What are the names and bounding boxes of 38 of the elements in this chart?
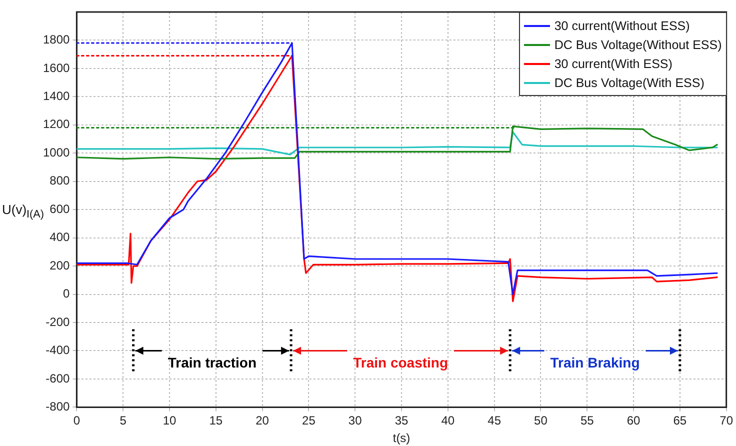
y-tick-label: 1000 — [42, 145, 70, 160]
x-tick-label: 70 — [720, 414, 734, 428]
x-tick-label: 10 — [162, 414, 176, 428]
x-tick-label: 50 — [534, 414, 548, 428]
y-axis-title: U(v)$_{I(A)}$ — [2, 202, 44, 220]
x-tick-label: 65 — [673, 414, 687, 428]
y-tick-label: 1600 — [42, 60, 70, 75]
x-tick-label: 15 — [209, 414, 223, 428]
x-tick-label: 45 — [488, 414, 502, 428]
x-axis-title: t(s) — [392, 431, 410, 446]
x-tick-label: 25 — [302, 414, 316, 428]
y-tick-label: 600 — [50, 202, 70, 216]
y-tick-label: 1800 — [42, 32, 70, 47]
annotation: Train traction — [168, 354, 257, 371]
y-tick-label: -200 — [46, 314, 70, 329]
annotation: Train Braking — [550, 354, 640, 371]
legend-label: DC Bus Voltage(Without ESS) — [554, 38, 722, 52]
y-tick-label: 200 — [50, 258, 70, 272]
x-tick-label: 20 — [256, 414, 270, 428]
legend-label: DC Bus Voltage(With ESS) — [554, 76, 704, 90]
x-tick-label: 55 — [580, 414, 594, 428]
y-tick-label: 0 — [63, 286, 70, 301]
x-tick-label: 5 — [120, 414, 127, 428]
y-tick-label: 1200 — [42, 117, 70, 132]
annotation: Train coasting — [353, 354, 448, 371]
y-tick-label: -400 — [46, 343, 70, 358]
y-tick-label: 1400 — [42, 89, 70, 103]
x-tick-label: 40 — [441, 414, 455, 428]
x-tick-label: 35 — [394, 414, 409, 428]
x-tick-label: 30 — [348, 414, 362, 428]
legend-label: 30 current(Without ESS) — [554, 18, 690, 32]
x-tick-label: 60 — [626, 414, 641, 428]
y-tick-label: 800 — [50, 174, 70, 188]
y-tick-label: -800 — [46, 400, 70, 414]
legend-label: 30 current(With ESS) — [554, 56, 672, 70]
x-tick-label: 0 — [73, 414, 80, 428]
y-tick-label: 400 — [50, 230, 70, 244]
y-tick-label: -600 — [46, 371, 70, 386]
